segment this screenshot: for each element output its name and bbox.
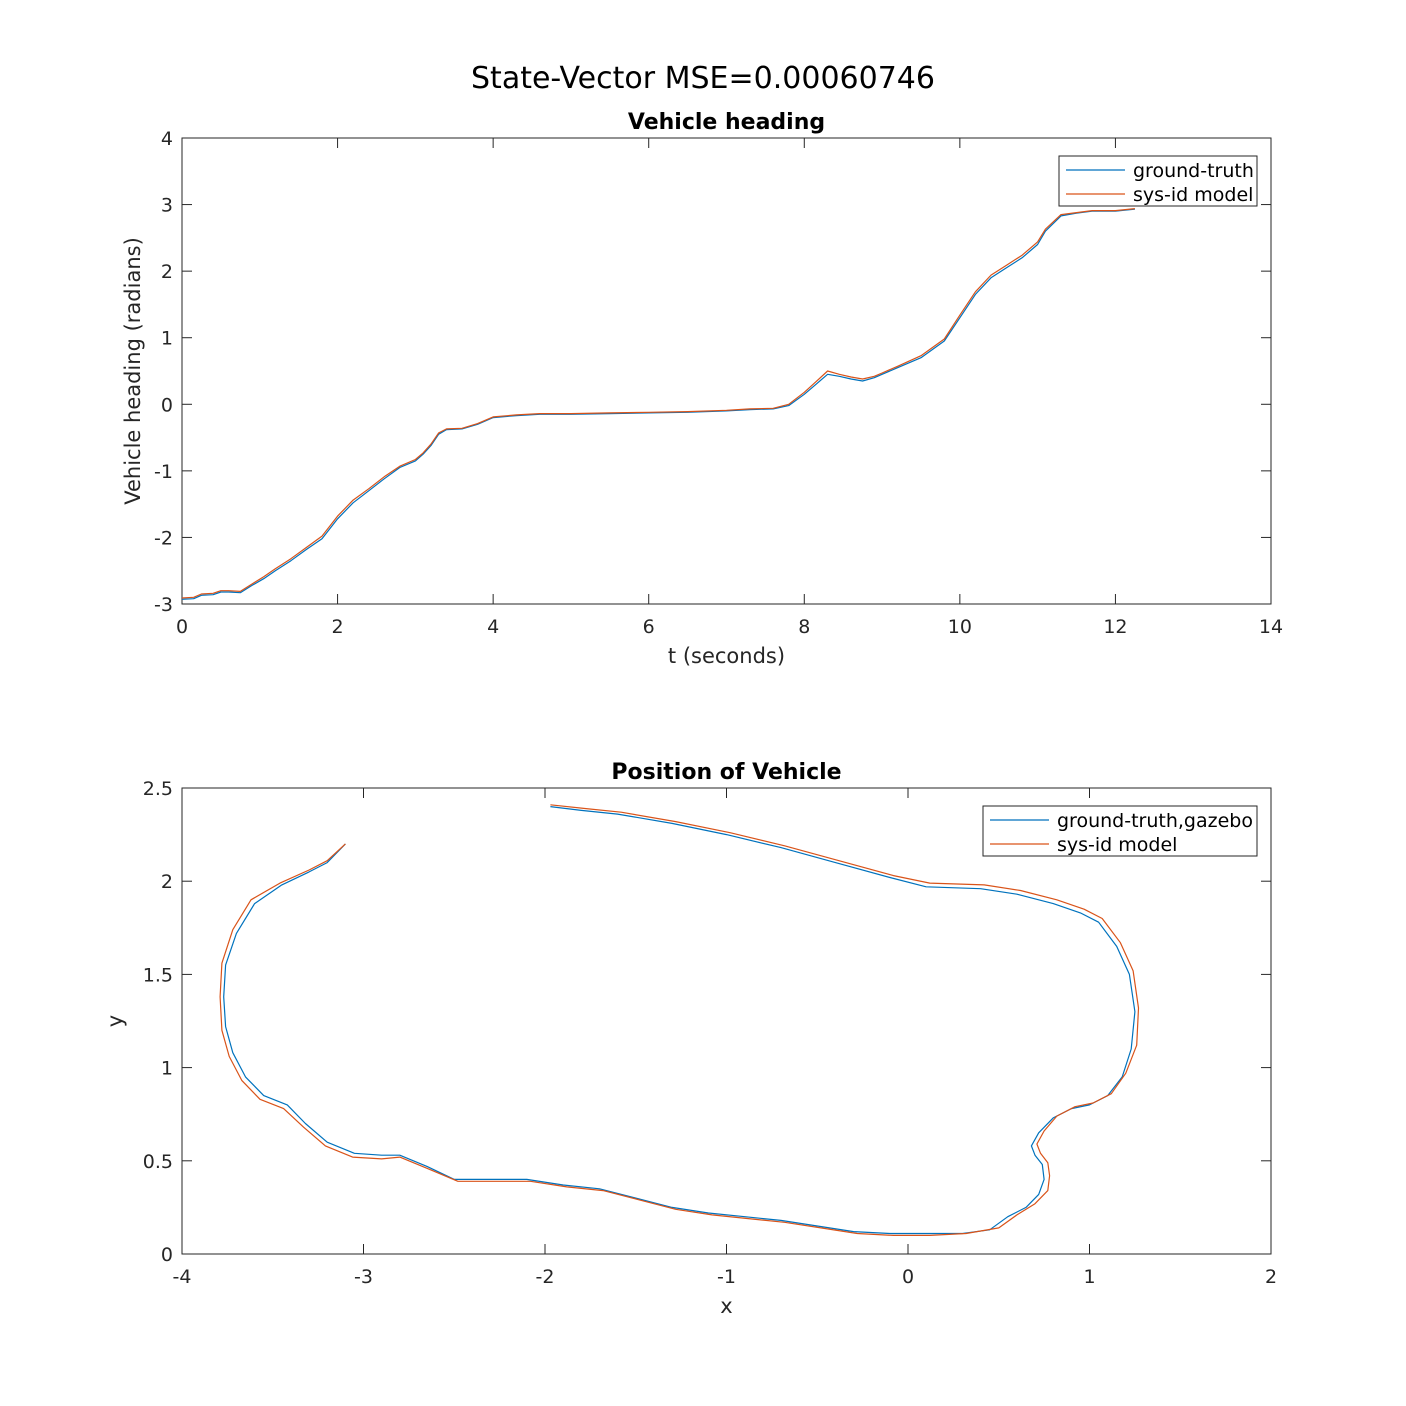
chart-0-ytick-label: -1 — [154, 461, 173, 483]
chart-0-ytick-label: 1 — [161, 328, 173, 350]
chart-1-xtick-label: -1 — [717, 1266, 736, 1288]
chart-1-ytick-label: 2 — [161, 871, 173, 893]
chart-1-ytick-label: 0 — [161, 1244, 173, 1266]
chart-0-xtick-label: 12 — [1103, 616, 1127, 638]
chart-0-ytick-label: 4 — [161, 128, 173, 150]
chart-0-xtick-label: 0 — [176, 616, 188, 638]
chart-1-xlabel: x — [720, 1294, 732, 1318]
chart-0-series-line-2 — [182, 208, 1135, 599]
chart-1-series-line-1 — [223, 806, 1136, 1235]
figure-suptitle: State-Vector MSE=0.00060746 — [471, 61, 935, 96]
chart-1-xtick-label: -4 — [173, 1266, 192, 1288]
chart-0-ytick-label: 3 — [161, 195, 173, 217]
chart-0-ytick-label: 0 — [161, 394, 173, 416]
chart-0-ytick-label: -3 — [154, 594, 173, 616]
chart-0-xtick-label: 4 — [487, 616, 499, 638]
chart-0-ylabel: Vehicle heading (radians) — [121, 237, 145, 505]
chart-1-series-line-2 — [219, 804, 1140, 1237]
chart-0-ytick-label: -2 — [154, 527, 173, 549]
position-axes: Position of Vehicle -4 -3 -2 -1 0 1 2 0 0.5 1 1.5 2 2… — [103, 760, 1277, 1318]
chart-1-ylabel: y — [103, 1015, 127, 1027]
chart-0-legend-label-1: ground-truth — [1133, 160, 1254, 182]
chart-1-xtick-label: -3 — [354, 1266, 373, 1288]
chart-0-xtick-label: 6 — [643, 616, 655, 638]
chart-0-xlabel: t (seconds) — [668, 644, 785, 668]
chart-1-axes-box — [181, 787, 1272, 1255]
chart-1-legend-label-2: sys-id model — [1057, 834, 1177, 856]
chart-1-ytick-label: 1.5 — [143, 964, 173, 986]
chart-1-legend-box — [982, 805, 1258, 857]
chart-0-legend-label-2: sys-id model — [1133, 184, 1253, 206]
chart-0-title: Vehicle heading — [628, 110, 825, 135]
chart-1-ytick-label: 1 — [161, 1058, 173, 1080]
chart-1-xtick-label: 2 — [1265, 1266, 1277, 1288]
chart-0-xtick-label: 8 — [798, 616, 810, 638]
chart-0-series-line-1 — [182, 208, 1135, 600]
chart-1-title: Position of Vehicle — [611, 760, 841, 785]
chart-1-ytick-label: 0.5 — [143, 1151, 173, 1173]
chart-1-legend-label-1: ground-truth,gazebo — [1057, 810, 1253, 832]
chart-0-xtick-label: 2 — [332, 616, 344, 638]
chart-0-axes-box — [181, 137, 1272, 605]
chart-1-xtick-label: -2 — [536, 1266, 555, 1288]
chart-0-ytick-label: 2 — [161, 261, 173, 283]
chart-0-legend-box — [1058, 155, 1258, 207]
chart-0-xtick-label: 14 — [1259, 616, 1283, 638]
chart-1-xtick-label: 1 — [1083, 1266, 1095, 1288]
chart-1-ytick-label: 2.5 — [143, 778, 173, 800]
chart-0-xtick-label: 10 — [948, 616, 972, 638]
chart-1-xtick-label: 0 — [902, 1266, 914, 1288]
